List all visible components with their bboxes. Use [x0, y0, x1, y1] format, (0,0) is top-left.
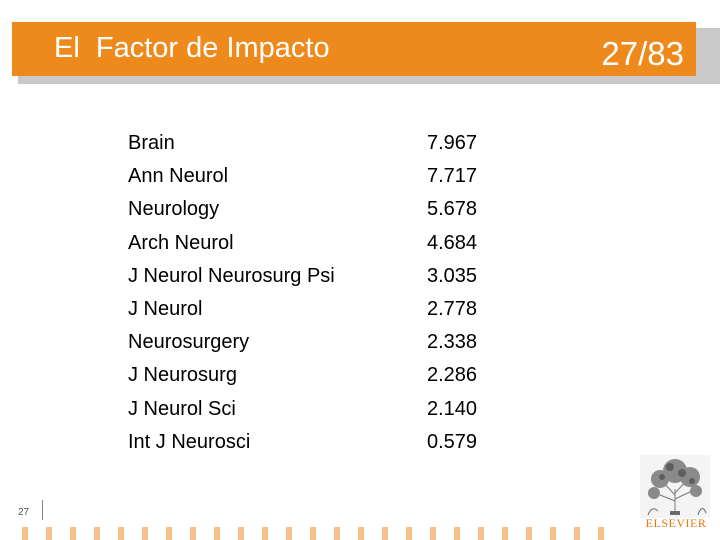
impact-factor-value: 0.579	[427, 430, 478, 453]
impact-factor-table: Brain 7.967 Ann Neurol 7.717 Neurology 5…	[128, 127, 528, 459]
impact-factor-value: 2.778	[427, 297, 478, 320]
elsevier-wordmark: ELSEVIER	[645, 516, 707, 530]
impact-factor-value: 2.286	[427, 364, 478, 387]
journal-name: Neurosurgery	[128, 331, 250, 354]
table-row: J Neurol 2.778	[128, 293, 528, 326]
table-row: J Neurosurg 2.286	[128, 359, 528, 392]
table-row: J Neurol Sci 2.140	[128, 393, 528, 426]
journal-name: Int J Neurosci	[128, 430, 251, 453]
journal-name: Neurology	[128, 198, 220, 221]
impact-factor-value: 2.140	[427, 397, 478, 420]
table-row: Neurosurgery 2.338	[128, 326, 528, 359]
table-row: Int J Neurosci 0.579	[128, 426, 528, 459]
table-row: Arch Neurol 4.684	[128, 227, 528, 260]
journal-name: Ann Neurol	[128, 165, 229, 188]
slide-header: El Factor de Impacto 27/83	[12, 22, 696, 76]
impact-factor-value: 7.967	[427, 132, 478, 154]
slide-title: El Factor de Impacto	[54, 32, 330, 64]
impact-factor-value: 2.338	[427, 331, 478, 354]
journal-name: J Neurosurg	[128, 364, 237, 387]
footer-divider	[42, 500, 43, 520]
journal-name: J Neurol	[128, 297, 203, 320]
impact-factor-value: 7.717	[427, 165, 478, 188]
journal-name: J Neurol Sci	[128, 397, 236, 420]
page-counter: 27/83	[601, 35, 684, 72]
journal-name: J Neurol Neurosurg Psi	[128, 264, 335, 287]
footer-bar	[0, 527, 720, 540]
table-row: Neurology 5.678	[128, 193, 528, 226]
journal-name: Arch Neurol	[128, 231, 234, 254]
impact-factor-value: 3.035	[427, 264, 478, 287]
impact-factor-value: 4.684	[427, 231, 478, 254]
table-row: Brain 7.967	[128, 127, 528, 160]
table-row: J Neurol Neurosurg Psi 3.035	[128, 260, 528, 293]
journal-name: Brain	[128, 132, 175, 154]
table-row: Ann Neurol 7.717	[128, 160, 528, 193]
impact-factor-value: 5.678	[427, 198, 478, 221]
slide-number: 27	[18, 507, 30, 518]
elsevier-tree-logo-icon	[640, 455, 710, 518]
